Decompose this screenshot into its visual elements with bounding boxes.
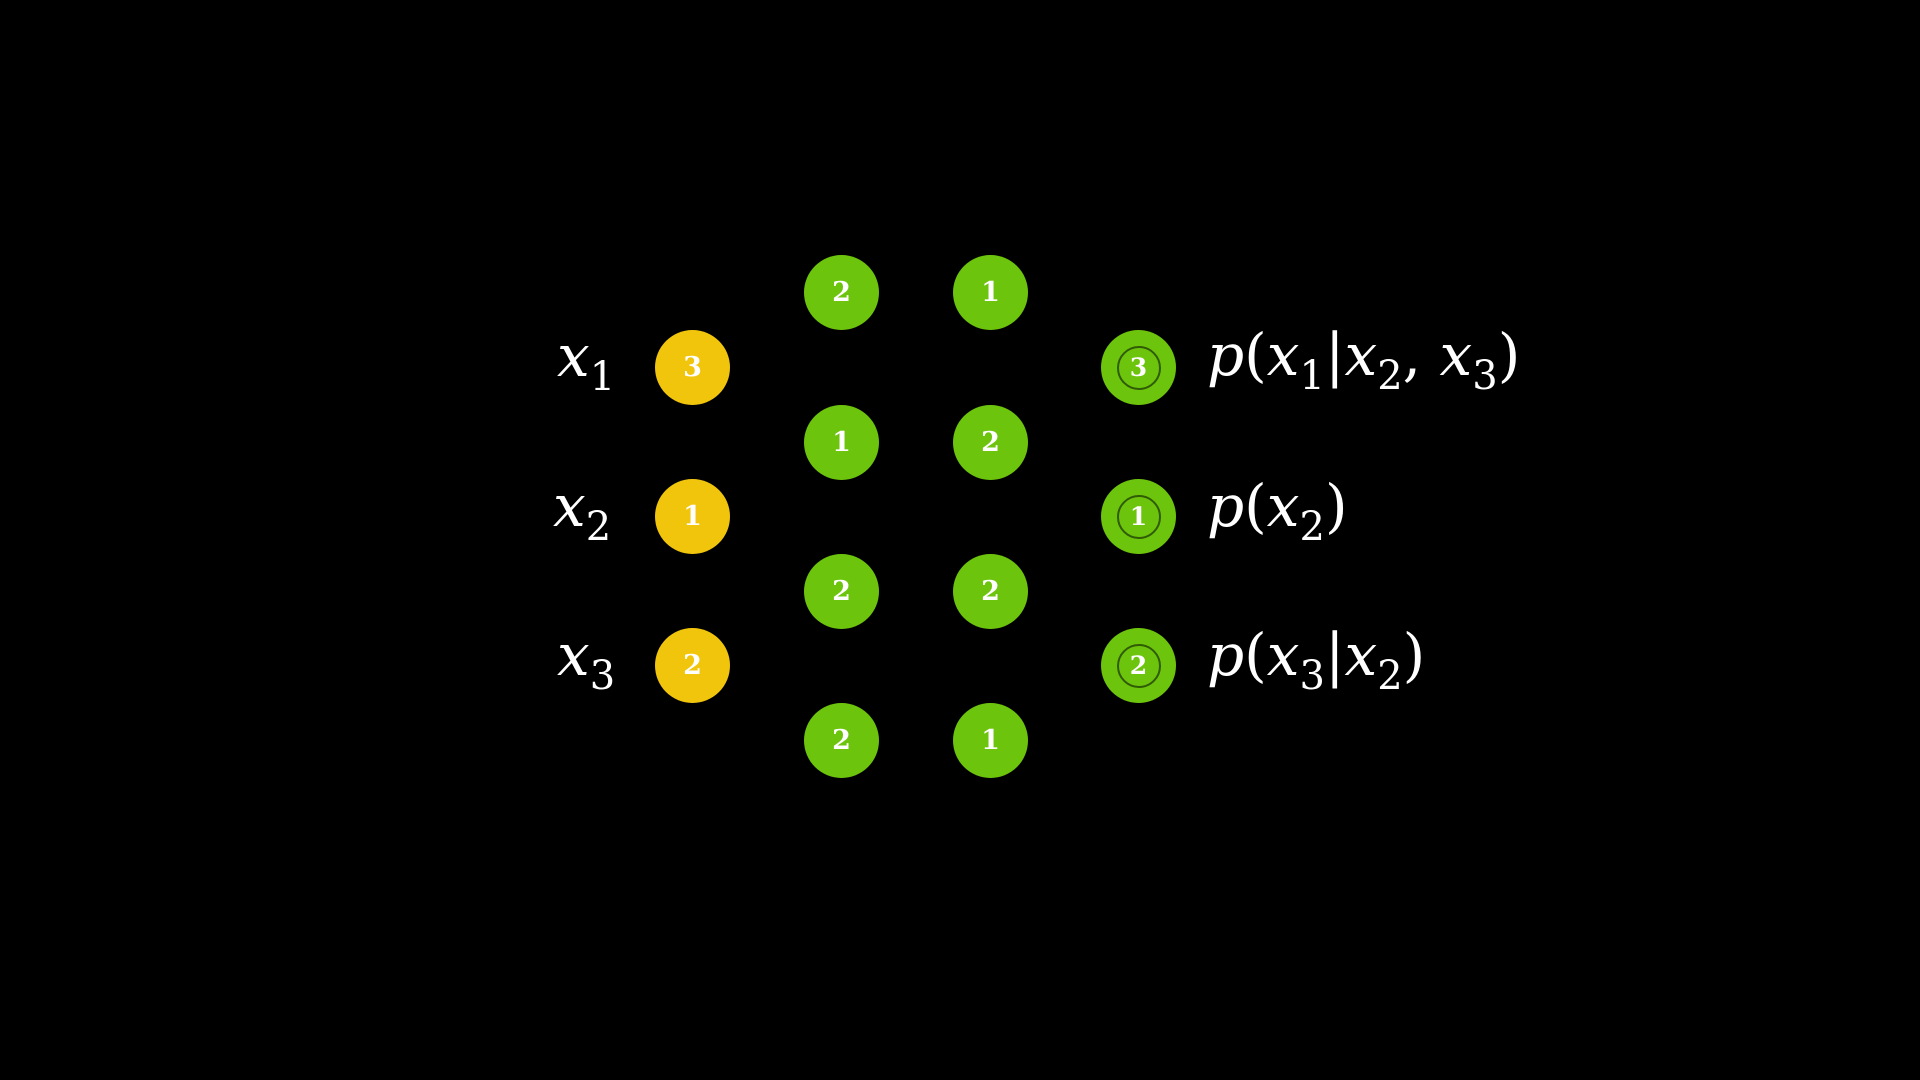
variable-index: 1 [589,354,616,400]
formula-p: p [1207,321,1245,389]
result-node-x2: 1 [1101,479,1176,554]
node-value: 1 [683,501,702,532]
formula-condition-symbol: x [1439,321,1473,389]
variable-symbol: x [557,621,590,689]
result-ring: 2 [1116,643,1161,688]
formula-condition-symbol: x [1344,321,1378,389]
variable-node-x2: 1 [655,479,730,554]
node-value: 2 [1129,651,1148,680]
formula-p: p [1207,472,1245,540]
formula-p: p [1207,621,1245,689]
sample-node-b1: 1 [953,255,1028,330]
node-value: 2 [832,277,851,308]
formula-p-x3-given-x2: p(x3|x2) [1207,626,1425,696]
formula-target-symbol: x [1266,321,1300,389]
node-value: 1 [1129,502,1148,531]
formula-p-x1-given-x2-x3: p(x1|x2, x3) [1207,326,1520,396]
node-value: 1 [832,427,851,458]
node-value: 1 [981,725,1000,756]
node-value: 1 [981,277,1000,308]
result-node-x1: 3 [1101,330,1176,405]
variable-label-x1: x1 [557,327,615,397]
sample-node-b4: 1 [953,703,1028,778]
formula-condition-index: 3 [1472,353,1498,399]
formula-condition-index: 2 [1377,653,1403,699]
formula-condition-symbol: x [1344,621,1378,689]
formula-paren-close: ) [1402,621,1426,689]
node-value: 2 [832,725,851,756]
sample-node-b2: 2 [953,405,1028,480]
formula-target-symbol: x [1266,472,1300,540]
variable-label-x3: x3 [557,626,615,696]
formula-p-x2: p(x2) [1207,477,1348,547]
sample-node-a4: 2 [804,703,879,778]
variable-index: 3 [589,653,616,699]
formula-paren-close: ) [1497,321,1521,389]
result-ring: 3 [1116,345,1161,390]
formula-condition-index: 2 [1377,353,1403,399]
formula-paren-open: ( [1244,621,1267,689]
formula-comma: , [1402,321,1440,389]
node-value: 2 [832,576,851,607]
node-value: 2 [981,427,1000,458]
sample-node-b3: 2 [953,554,1028,629]
variable-node-x3: 2 [655,628,730,703]
variable-node-x1: 3 [655,330,730,405]
node-value: 3 [683,352,702,383]
result-node-x3: 2 [1101,628,1176,703]
variable-index: 2 [585,504,612,550]
formula-target-index: 3 [1299,653,1325,699]
result-ring: 1 [1116,494,1161,539]
sample-node-a1: 2 [804,255,879,330]
node-value: 2 [683,650,702,681]
formula-target-index: 1 [1299,353,1325,399]
formula-paren-open: ( [1244,472,1267,540]
formula-target-symbol: x [1266,621,1300,689]
formula-paren-close: ) [1324,472,1348,540]
variable-symbol: x [553,472,586,540]
variable-label-x2: x2 [553,477,611,547]
formula-target-index: 2 [1299,504,1325,550]
formula-paren-open: ( [1244,321,1267,389]
variable-symbol: x [557,322,590,390]
formula-given-bar: | [1324,621,1345,689]
node-value: 3 [1129,353,1148,382]
formula-given-bar: | [1324,321,1345,389]
node-value: 2 [981,576,1000,607]
sample-node-a3: 2 [804,554,879,629]
sample-node-a2: 1 [804,405,879,480]
